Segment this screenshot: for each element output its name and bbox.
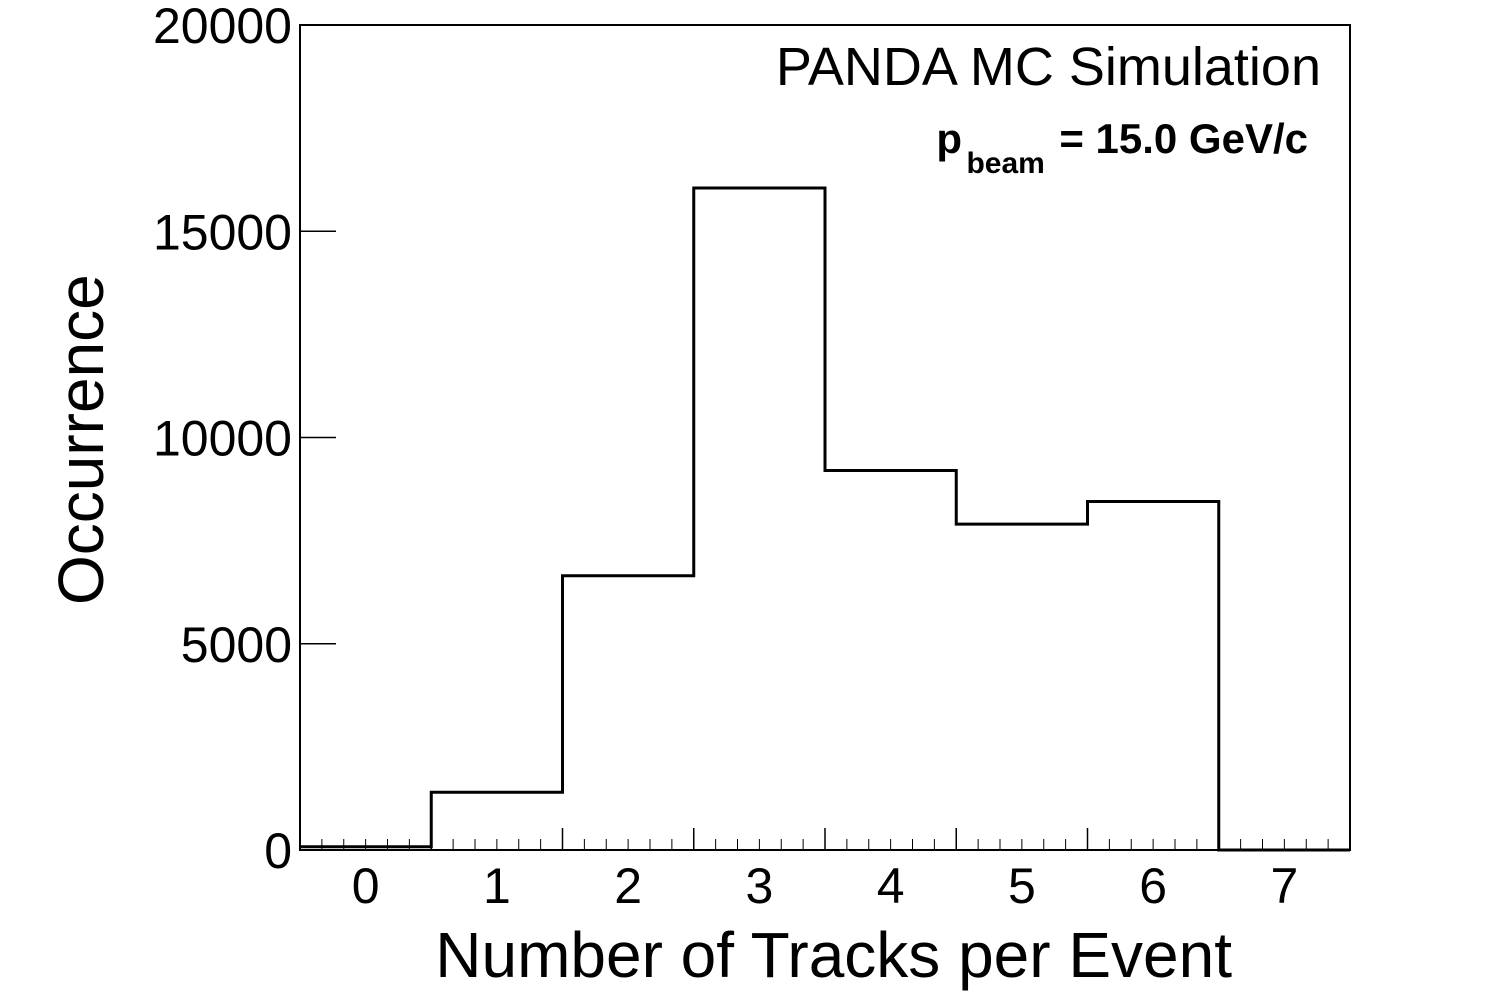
x-tick-label: 6 <box>1139 858 1167 914</box>
y-ticks <box>300 24 336 851</box>
y-tick-label: 10000 <box>153 411 292 467</box>
x-tick-label: 1 <box>483 858 511 914</box>
x-tick-label: 7 <box>1270 858 1298 914</box>
y-tick-label: 20000 <box>153 0 292 54</box>
momentum-symbol: p <box>936 115 962 162</box>
y-tick-labels: 0 5000 10000 15000 20000 <box>153 0 292 879</box>
x-major-ticks <box>299 828 1351 850</box>
x-tick-label: 3 <box>745 858 773 914</box>
y-tick-label: 0 <box>264 823 292 879</box>
x-tick-label: 0 <box>352 858 380 914</box>
histogram-outline <box>300 186 1350 852</box>
x-axis-title: Number of Tracks per Event <box>435 919 1232 991</box>
x-tick-label: 5 <box>1008 858 1036 914</box>
x-tick-label: 4 <box>877 858 905 914</box>
momentum-subscript: beam <box>966 147 1044 180</box>
y-tick-label: 15000 <box>153 204 292 260</box>
y-axis-title: Occurrence <box>45 274 117 605</box>
annotation-momentum: p beam = 15.0 GeV/c <box>936 115 1308 180</box>
annotation-title: PANDA MC Simulation <box>776 37 1321 97</box>
x-tick-label: 2 <box>614 858 642 914</box>
x-tick-labels: 0 1 2 3 4 5 6 7 <box>352 858 1299 914</box>
x-minor-ticks <box>321 839 1329 850</box>
momentum-value: = 15.0 GeV/c <box>1059 115 1308 162</box>
y-tick-label: 5000 <box>181 617 292 673</box>
